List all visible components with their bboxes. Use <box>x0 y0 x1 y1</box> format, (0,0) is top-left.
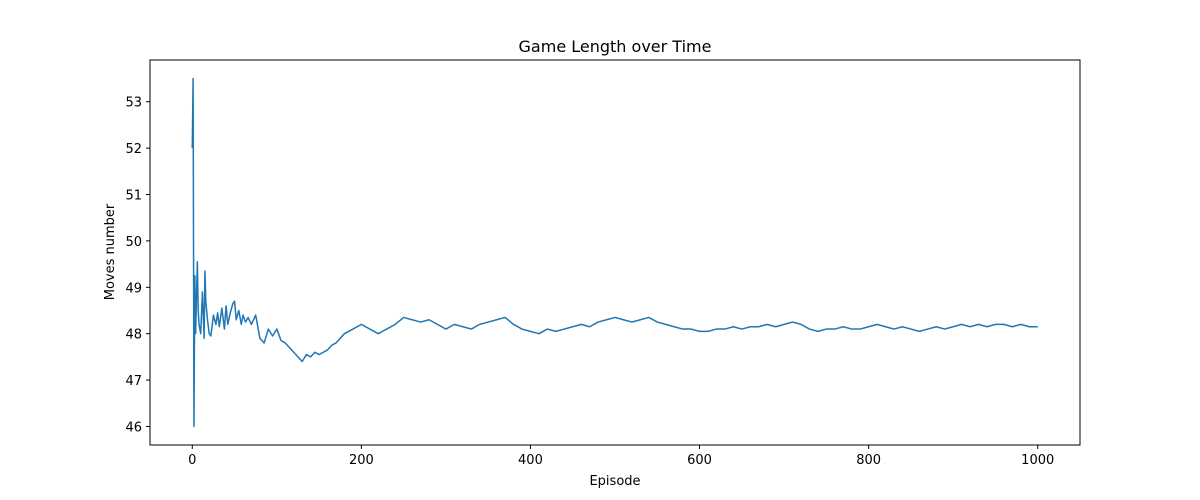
y-axis-label: Moves number <box>103 203 118 300</box>
x-tick-label: 0 <box>188 453 196 468</box>
y-tick-label: 53 <box>125 96 142 111</box>
series-line <box>191 77 1038 428</box>
y-tick-label: 48 <box>125 328 142 343</box>
x-tick-label: 800 <box>856 453 881 468</box>
plot-area-frame <box>149 59 1081 446</box>
y-axis: 46 47 48 49 50 51 52 53 <box>125 96 150 435</box>
x-tick-label: 600 <box>687 453 712 468</box>
x-axis-label: Episode <box>589 474 640 489</box>
chart-title: Game Length over Time <box>519 37 712 56</box>
x-tick-label: 200 <box>349 453 374 468</box>
y-tick-label: 51 <box>125 189 142 204</box>
y-tick-label: 50 <box>125 235 142 250</box>
x-axis: 0 200 400 600 800 1000 <box>188 445 1054 468</box>
x-tick-label: 1000 <box>1021 453 1054 468</box>
y-tick-label: 46 <box>125 420 142 435</box>
y-tick-label: 52 <box>125 142 142 157</box>
x-tick-label: 400 <box>518 453 543 468</box>
y-tick-label: 49 <box>125 281 142 296</box>
y-tick-label: 47 <box>125 374 142 389</box>
